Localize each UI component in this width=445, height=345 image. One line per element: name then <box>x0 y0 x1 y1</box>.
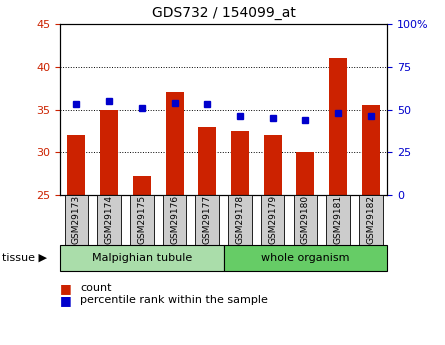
Text: whole organism: whole organism <box>261 253 350 263</box>
Bar <box>224 245 387 271</box>
Bar <box>264 135 282 195</box>
Bar <box>296 152 314 195</box>
Text: GSM29174: GSM29174 <box>105 195 113 245</box>
Bar <box>329 58 347 195</box>
Text: GSM29176: GSM29176 <box>170 195 179 245</box>
Bar <box>359 195 383 245</box>
Title: GDS732 / 154099_at: GDS732 / 154099_at <box>152 6 295 20</box>
Text: ■: ■ <box>60 282 72 295</box>
Bar <box>163 195 186 245</box>
Text: GSM29181: GSM29181 <box>334 195 343 245</box>
Bar <box>195 195 219 245</box>
Bar <box>65 195 88 245</box>
Text: GSM29173: GSM29173 <box>72 195 81 245</box>
Text: tissue ▶: tissue ▶ <box>2 253 47 263</box>
Bar <box>60 245 224 271</box>
Bar <box>130 195 154 245</box>
Text: GSM29182: GSM29182 <box>366 195 375 245</box>
Bar <box>97 195 121 245</box>
Bar <box>166 92 183 195</box>
Bar <box>198 127 216 195</box>
Text: Malpighian tubule: Malpighian tubule <box>92 253 192 263</box>
Text: GSM29175: GSM29175 <box>138 195 146 245</box>
Bar <box>68 135 85 195</box>
Text: GSM29180: GSM29180 <box>301 195 310 245</box>
Text: GSM29178: GSM29178 <box>235 195 244 245</box>
Bar <box>100 110 118 195</box>
Text: GSM29177: GSM29177 <box>203 195 212 245</box>
Bar <box>228 195 252 245</box>
Bar <box>231 131 249 195</box>
Bar <box>294 195 317 245</box>
Text: ■: ■ <box>60 294 72 307</box>
Text: percentile rank within the sample: percentile rank within the sample <box>80 295 268 305</box>
Bar <box>326 195 350 245</box>
Bar <box>362 105 380 195</box>
Text: GSM29179: GSM29179 <box>268 195 277 245</box>
Bar <box>261 195 284 245</box>
Text: count: count <box>80 283 112 293</box>
Bar <box>133 176 151 195</box>
